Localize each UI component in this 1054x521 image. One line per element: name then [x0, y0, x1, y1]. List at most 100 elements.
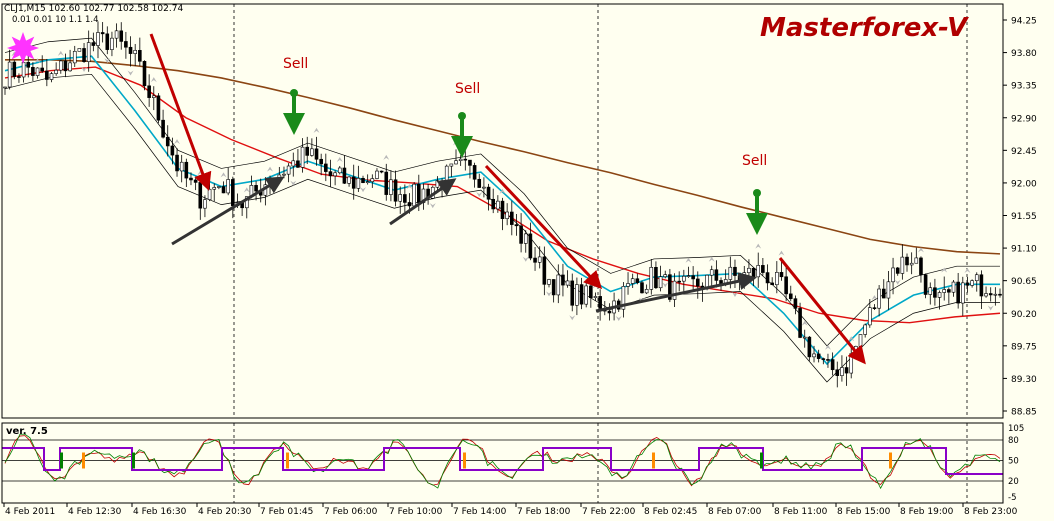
candle-body — [491, 198, 496, 210]
candle-body — [919, 257, 923, 275]
candle-body — [110, 37, 114, 50]
candle-body — [621, 286, 626, 310]
candle-body — [300, 146, 305, 168]
candle-body — [384, 171, 389, 195]
oscillator-signal-bar — [760, 452, 763, 469]
fractal-marker — [127, 70, 134, 76]
candle-body — [798, 308, 802, 338]
candle-body — [454, 160, 458, 165]
candle-body — [68, 62, 72, 72]
candle-body — [593, 296, 598, 299]
candle-body — [905, 256, 909, 266]
candle-body — [291, 160, 296, 167]
fractal-marker — [824, 344, 831, 350]
candle-body — [63, 60, 68, 72]
fractal-marker — [964, 268, 971, 274]
y-tick-label: 93.35 — [1011, 82, 1037, 92]
candle-body — [807, 336, 812, 358]
fractal-marker — [267, 166, 274, 172]
fractal-marker — [871, 295, 878, 301]
fractal-marker — [429, 203, 436, 209]
candle-body — [514, 224, 519, 227]
candle-body — [849, 353, 854, 374]
candle-body — [54, 69, 58, 74]
candle-body — [347, 176, 351, 184]
y-tick-label: 89.30 — [1011, 375, 1037, 385]
star-marker — [7, 32, 39, 64]
y-tick-label: 91.55 — [1011, 212, 1037, 222]
candle-body — [231, 179, 235, 207]
candle-body — [375, 170, 379, 179]
candle-body — [886, 281, 891, 299]
candle-body — [584, 285, 588, 305]
fractal-marker — [406, 184, 413, 190]
candle-body — [937, 292, 942, 298]
candle-body — [835, 369, 840, 376]
candle-body — [435, 180, 440, 188]
candle-body — [458, 158, 463, 162]
candle-body — [468, 159, 472, 166]
sell-signal-arrow — [283, 113, 305, 135]
candle-body — [635, 278, 640, 283]
candle-body — [626, 283, 630, 287]
fractal-marker — [360, 187, 367, 193]
candle-body — [324, 163, 328, 172]
candle-body — [523, 233, 528, 244]
fractal-marker — [708, 256, 715, 262]
candle-body — [40, 67, 44, 72]
fractal-marker — [522, 256, 529, 262]
oscillator-tick-label: -5 — [1008, 493, 1016, 503]
candle-body — [728, 266, 733, 280]
x-tick-label: 4 Feb 12:30 — [68, 507, 122, 517]
candle-body — [147, 85, 151, 98]
candle-body — [654, 267, 658, 289]
candle-body — [12, 61, 17, 77]
candle-body — [942, 289, 947, 293]
candle-body — [365, 181, 370, 184]
candle-body — [296, 160, 300, 168]
candle-body — [761, 265, 765, 273]
oscillator-tick-label: 80 — [1008, 436, 1019, 446]
candle-body — [519, 225, 523, 244]
candle-body — [509, 211, 514, 225]
candle-body — [310, 148, 314, 156]
fractal-marker — [290, 180, 297, 186]
candle-body — [472, 165, 477, 180]
x-tick-label: 4 Feb 16:30 — [133, 507, 187, 517]
fractal-marker — [801, 320, 808, 326]
candle-body — [677, 280, 681, 283]
candle-body — [286, 165, 291, 175]
fractal-marker — [313, 127, 320, 133]
candle-body — [682, 275, 686, 282]
candle-body — [579, 284, 584, 305]
fractal-marker — [383, 154, 390, 160]
fractal-marker — [57, 50, 64, 56]
y-tick-label: 91.10 — [1011, 245, 1037, 255]
candle-body — [221, 186, 226, 194]
candle-body — [207, 188, 212, 200]
oscillator-signal-bar — [60, 452, 63, 469]
fractal-marker — [755, 243, 762, 249]
x-tick-label: 8 Feb 07:00 — [708, 507, 762, 517]
pullback-arrow — [389, 178, 457, 226]
candle-body — [551, 279, 556, 296]
text-labels: CLJ1,M15 102.60 102.77 102.58 102.74 0.0… — [4, 4, 969, 437]
x-tick-label: 7 Feb 22:00 — [582, 507, 636, 517]
x-tick-label: 7 Feb 18:00 — [517, 507, 571, 517]
candle-body — [407, 202, 412, 207]
oscillator-panel: 105 80 50 20 -5 — [2, 424, 1024, 503]
main-frame — [1, 3, 1004, 419]
fractal-marker — [941, 267, 948, 273]
candle-body — [165, 136, 170, 147]
sell-trend-arrow — [484, 164, 603, 290]
candle-body — [35, 67, 40, 76]
fractal-marker — [615, 315, 622, 321]
candle-body — [895, 267, 900, 274]
fractal-marker — [34, 58, 41, 64]
oscillator-frame — [1, 422, 1004, 504]
candle-body — [863, 324, 867, 335]
pullback-arrow — [171, 176, 285, 246]
fractal-marker — [499, 188, 506, 194]
